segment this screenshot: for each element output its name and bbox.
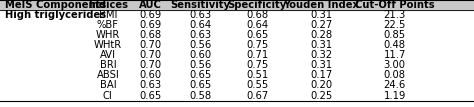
Text: Cut-Off Points: Cut-Off Points xyxy=(355,0,434,10)
Text: 3.00: 3.00 xyxy=(383,60,406,70)
Text: 0.64: 0.64 xyxy=(246,20,268,30)
Text: 0.70: 0.70 xyxy=(139,40,162,50)
Text: Youden Index: Youden Index xyxy=(283,0,359,10)
Text: 0.56: 0.56 xyxy=(189,40,211,50)
Text: 22.5: 22.5 xyxy=(383,20,406,30)
Text: 1.19: 1.19 xyxy=(383,91,406,101)
Text: 24.6: 24.6 xyxy=(383,80,406,91)
Text: 0.48: 0.48 xyxy=(383,40,406,50)
Text: 0.65: 0.65 xyxy=(189,80,211,91)
Text: 0.63: 0.63 xyxy=(139,80,162,91)
Text: 0.69: 0.69 xyxy=(139,10,162,20)
Text: Sensitivity: Sensitivity xyxy=(170,0,230,10)
Text: 0.85: 0.85 xyxy=(383,30,406,40)
Text: 0.51: 0.51 xyxy=(246,70,268,80)
Text: 0.63: 0.63 xyxy=(189,30,211,40)
Text: WHtR: WHtR xyxy=(94,40,122,50)
Text: 0.56: 0.56 xyxy=(189,60,211,70)
Text: 0.08: 0.08 xyxy=(383,70,406,80)
Text: 0.65: 0.65 xyxy=(189,70,211,80)
Text: 0.65: 0.65 xyxy=(139,91,162,101)
Text: 0.69: 0.69 xyxy=(139,20,162,30)
Text: AVI: AVI xyxy=(100,50,116,60)
Text: 0.28: 0.28 xyxy=(310,30,332,40)
Text: 0.70: 0.70 xyxy=(139,60,162,70)
Text: 0.17: 0.17 xyxy=(310,70,332,80)
Text: CI: CI xyxy=(103,91,113,101)
Text: 0.67: 0.67 xyxy=(246,91,268,101)
Text: BAI: BAI xyxy=(100,80,116,91)
Text: 0.68: 0.68 xyxy=(139,30,162,40)
Text: Specificity: Specificity xyxy=(228,0,287,10)
Text: 0.31: 0.31 xyxy=(310,40,332,50)
Text: MeIS Components: MeIS Components xyxy=(5,0,106,10)
Text: 0.75: 0.75 xyxy=(246,40,268,50)
Text: 0.58: 0.58 xyxy=(189,91,211,101)
Text: BRI: BRI xyxy=(100,60,116,70)
Text: AUC: AUC xyxy=(139,0,162,10)
Text: 0.31: 0.31 xyxy=(310,60,332,70)
Text: 0.70: 0.70 xyxy=(139,50,162,60)
Text: 0.60: 0.60 xyxy=(189,50,211,60)
Text: 0.27: 0.27 xyxy=(310,20,332,30)
Text: 0.65: 0.65 xyxy=(246,30,268,40)
Text: 0.31: 0.31 xyxy=(310,10,332,20)
Text: Indices: Indices xyxy=(88,0,128,10)
Text: 0.68: 0.68 xyxy=(246,10,268,20)
Text: 0.55: 0.55 xyxy=(246,80,268,91)
Text: 0.75: 0.75 xyxy=(246,60,268,70)
Text: 0.71: 0.71 xyxy=(246,50,268,60)
Text: 21.3: 21.3 xyxy=(383,10,406,20)
Text: ABSI: ABSI xyxy=(97,70,119,80)
Text: %BF: %BF xyxy=(97,20,119,30)
Text: 0.63: 0.63 xyxy=(189,10,211,20)
Text: 0.32: 0.32 xyxy=(310,50,332,60)
Text: BMI: BMI xyxy=(99,10,117,20)
Bar xyxy=(0,0,474,10)
Text: 0.64: 0.64 xyxy=(189,20,211,30)
Text: 0.25: 0.25 xyxy=(310,91,332,101)
Text: 0.20: 0.20 xyxy=(310,80,332,91)
Text: 11.7: 11.7 xyxy=(383,50,406,60)
Text: WHR: WHR xyxy=(96,30,120,40)
Text: 0.60: 0.60 xyxy=(139,70,162,80)
Text: High triglycerides: High triglycerides xyxy=(5,10,106,20)
